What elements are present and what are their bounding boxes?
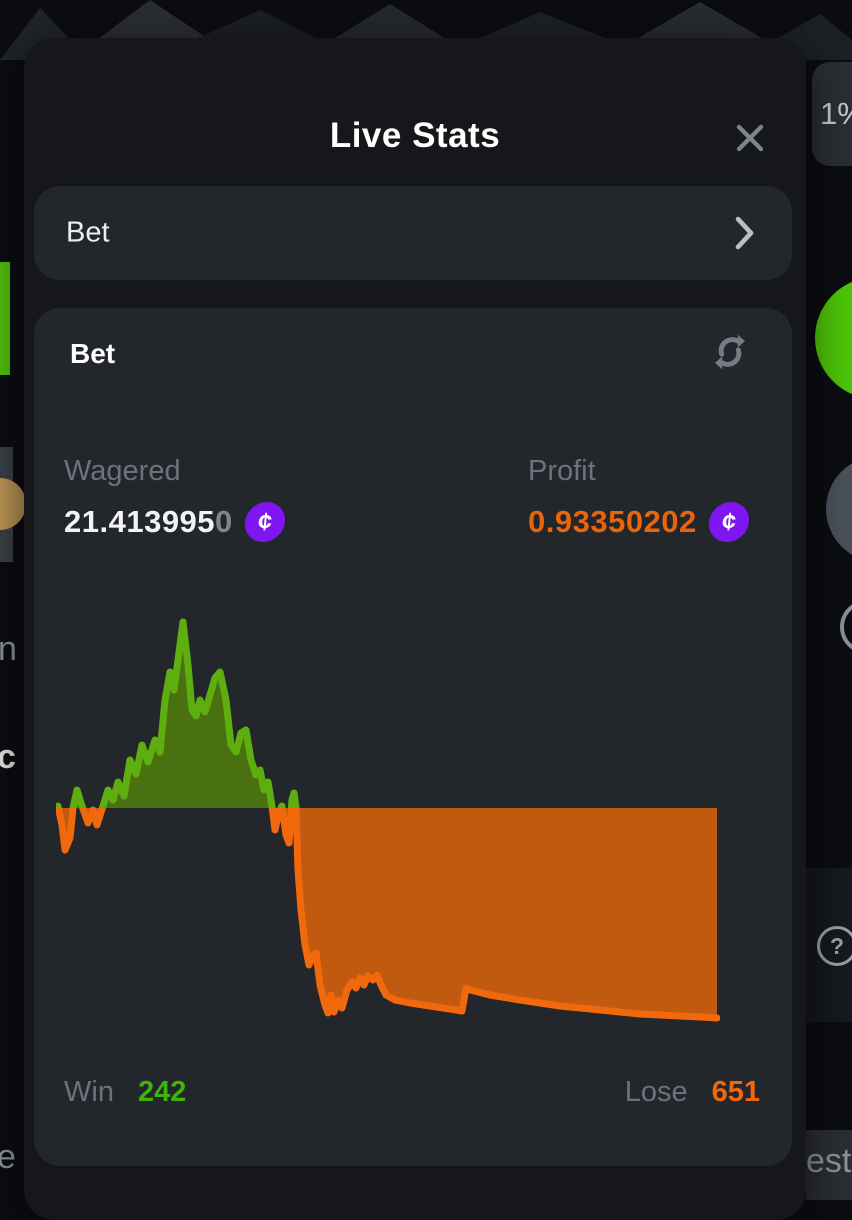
wagered-value-trailing-zero: 0 xyxy=(215,504,233,539)
background-gray-circle-edge xyxy=(826,456,852,562)
modal-title: Live Stats xyxy=(329,116,501,155)
background-clipped-text-left-1: n xyxy=(0,630,17,668)
bet-card-title: Bet xyxy=(70,338,116,369)
profit-value: 0.93350202 xyxy=(528,504,697,539)
close-button[interactable] xyxy=(732,120,768,156)
background-rate-badge[interactable]: 1% xyxy=(812,62,852,166)
background-green-circle-edge xyxy=(815,277,852,399)
lose-label: Lose xyxy=(624,1076,688,1108)
bet-nav-label: Bet xyxy=(66,216,110,249)
profit-area-chart xyxy=(56,618,720,1022)
close-icon xyxy=(736,124,764,152)
bet-stats-card: Bet Wagered 21.4139950 ¢ Profit 0.933502… xyxy=(34,308,792,1166)
wagered-value: 21.4139950 xyxy=(64,504,233,539)
currency-coin-icon: ¢ xyxy=(242,502,287,542)
bet-nav-row[interactable]: Bet xyxy=(34,186,792,280)
win-label: Win xyxy=(64,1076,114,1108)
wagered-label: Wagered xyxy=(64,455,181,487)
profit-chart xyxy=(56,600,720,1030)
background-clipped-text-bottom-left: e xyxy=(0,1138,16,1176)
wagered-stat: Wagered 21.4139950 ¢ xyxy=(64,455,287,542)
background-clipped-text-left-2: c xyxy=(0,738,16,776)
background-circle-outline-edge xyxy=(840,600,852,654)
help-icon[interactable]: ? xyxy=(817,926,852,966)
background-bottom-right-text: est xyxy=(806,1142,852,1180)
live-stats-modal: Live Stats Bet Bet Wagered 21.4139950 ¢ xyxy=(24,38,806,1220)
background-clipped-text-bottom-right: est xyxy=(806,1130,852,1200)
win-stat: Win 242 xyxy=(64,1076,186,1109)
lose-count: 651 xyxy=(711,1076,760,1108)
lose-stat: Lose 651 xyxy=(625,1076,760,1109)
background-green-button-edge xyxy=(0,262,10,375)
currency-coin-icon: ¢ xyxy=(706,502,751,542)
background-gold-coin-icon xyxy=(0,478,26,530)
profit-label: Profit xyxy=(528,455,596,487)
refresh-icon xyxy=(715,334,745,370)
reset-stats-button[interactable] xyxy=(710,332,750,372)
win-count: 242 xyxy=(137,1076,187,1108)
chevron-right-icon xyxy=(735,216,754,250)
profit-stat: Profit 0.93350202 ¢ xyxy=(528,455,751,542)
